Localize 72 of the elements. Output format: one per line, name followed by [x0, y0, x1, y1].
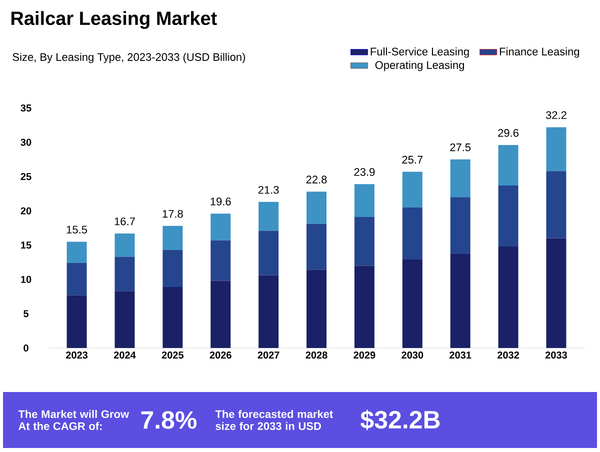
text: The forecasted market size for 2033 in USD	[215, 410, 333, 430]
bar	[114, 233, 135, 257]
total-label: 23.9	[354, 168, 375, 176]
x-tick-label: 2024	[114, 352, 136, 359]
chart-subtitle: Size, By Leasing Type, 2023-2033 (USD Billion)	[12, 52, 246, 64]
x-tick-label: 2030	[402, 352, 424, 359]
text: $32.2B	[360, 410, 440, 430]
total-label: 21.3	[258, 186, 279, 194]
bar	[66, 262, 87, 296]
bar	[498, 145, 518, 186]
bar	[402, 260, 422, 348]
x-tick-label: 2031	[450, 352, 472, 359]
bar	[258, 202, 279, 231]
legend-label: Operating Leasing	[375, 60, 464, 72]
total-label: 32.2	[546, 111, 566, 119]
text: 7.8%	[141, 411, 197, 429]
y-tick-label: 5	[24, 310, 29, 318]
bar	[402, 172, 422, 208]
y-tick-label: 35	[20, 104, 32, 112]
bar	[354, 266, 374, 348]
bar	[210, 240, 231, 281]
bar	[402, 207, 422, 260]
total-label: 27.5	[450, 143, 471, 152]
bar	[546, 171, 566, 238]
bar	[114, 291, 135, 348]
bar	[450, 197, 470, 254]
x-tick-label: 2026	[210, 352, 232, 359]
bar	[450, 254, 470, 348]
bar	[306, 192, 327, 224]
bar	[162, 226, 183, 250]
total-label: 22.8	[306, 176, 327, 184]
chart-title: Railcar Leasing Market	[11, 11, 217, 29]
total-label: 19.6	[210, 198, 231, 206]
total-label: 29.6	[498, 129, 518, 137]
bar	[66, 295, 87, 348]
y-tick-label: 0	[24, 344, 28, 352]
bar	[546, 238, 566, 348]
x-tick-label: 2025	[162, 352, 184, 359]
bar	[354, 184, 374, 218]
bar	[210, 214, 231, 240]
bar	[66, 242, 87, 263]
bar	[114, 256, 135, 292]
bar	[162, 250, 183, 287]
y-tick-label: 10	[21, 276, 32, 283]
x-tick-label: 2028	[306, 352, 328, 359]
total-label: 25.7	[402, 156, 423, 164]
legend-label: Full-Service Leasing	[370, 47, 469, 58]
bar	[306, 224, 327, 270]
x-tick-label: 2023	[66, 352, 88, 359]
x-tick-label: 2032	[498, 352, 519, 359]
bar	[450, 159, 470, 198]
total-label: 16.7	[114, 218, 135, 226]
y-tick-label: 30	[20, 138, 32, 146]
bar	[210, 280, 231, 348]
bar	[498, 185, 518, 247]
text: The Market will Grow At the CAGR of:	[18, 410, 130, 430]
y-tick-label: 20	[20, 207, 32, 214]
bar	[258, 275, 279, 348]
x-tick-label: 2033	[545, 352, 567, 359]
x-tick-label: 2029	[354, 352, 376, 359]
bar	[162, 286, 183, 348]
total-label: 17.8	[162, 210, 183, 218]
bar	[498, 246, 518, 348]
y-tick-label: 25	[20, 173, 32, 180]
total-label: 15.5	[66, 226, 88, 234]
bar	[354, 217, 374, 266]
x-tick-label: 2027	[258, 352, 280, 359]
y-tick-label: 15	[21, 242, 32, 249]
bar	[306, 270, 327, 348]
legend-label: Finance Leasing	[500, 47, 580, 58]
bar	[258, 230, 279, 276]
bar	[546, 127, 566, 172]
